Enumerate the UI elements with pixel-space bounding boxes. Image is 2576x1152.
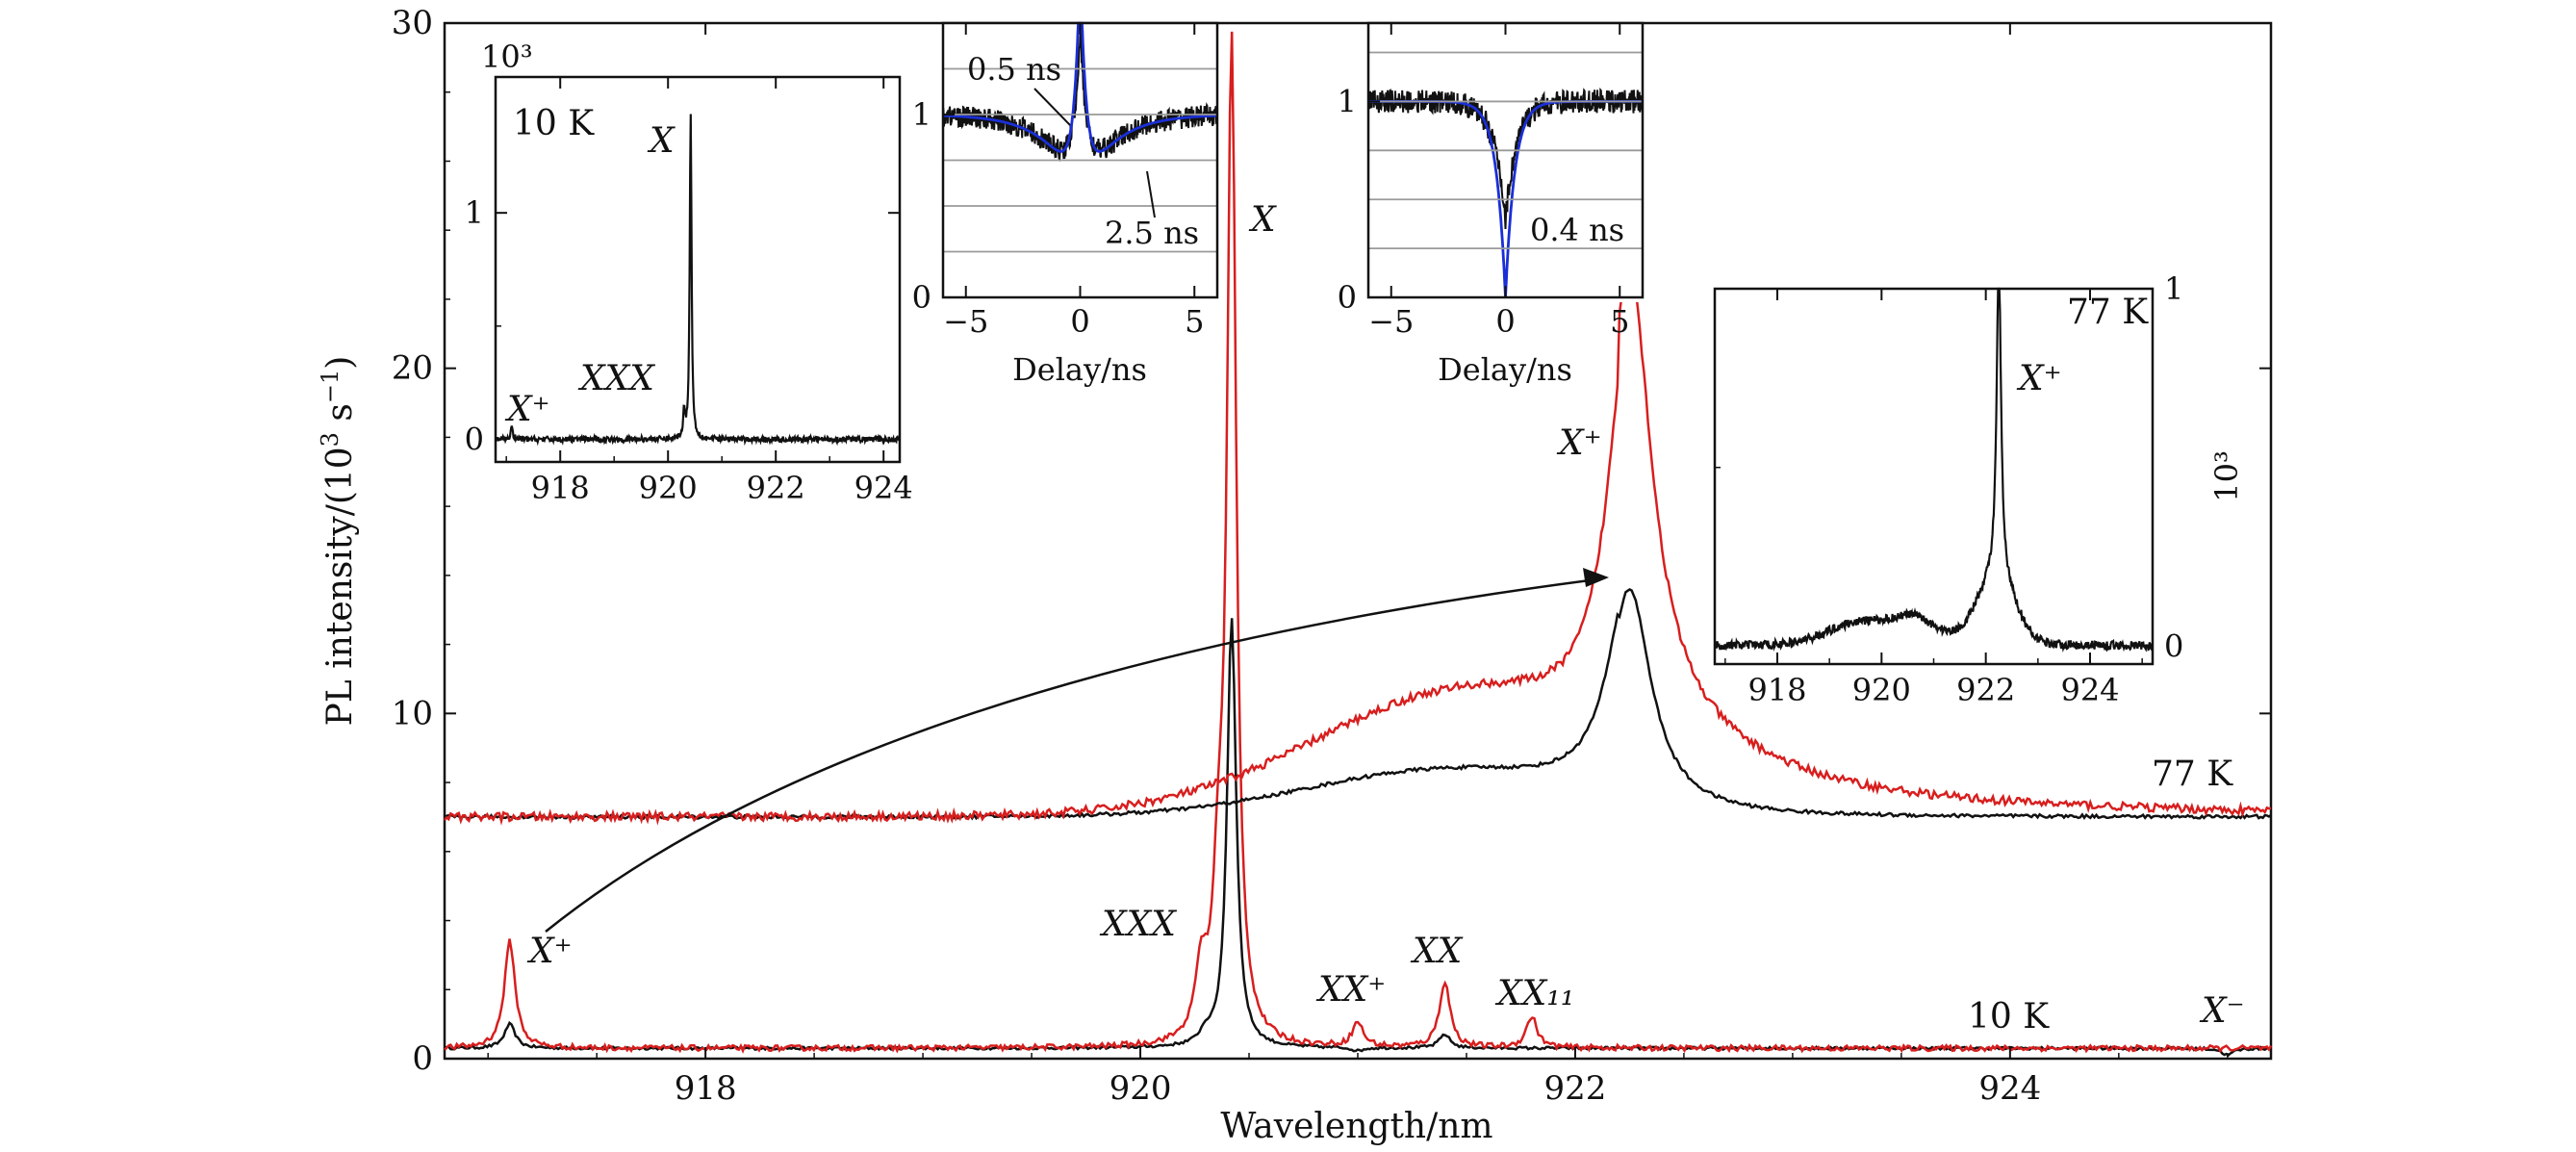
- inset3-xlabel: Delay/ns: [1438, 351, 1572, 388]
- annot-x-minus: X⁻: [2199, 991, 2245, 1031]
- series-77k-red: [444, 266, 2272, 826]
- x-tick-label: 5: [1610, 303, 1629, 340]
- inset-g2-frame-1: [941, 21, 1219, 299]
- y-tick-label: 0: [1338, 279, 1357, 316]
- inset3-annot-a: 0.4 ns: [1530, 212, 1624, 248]
- inset-10k-x: X: [647, 121, 676, 161]
- y-axis-label: PL intensity/(103 s−1): [317, 356, 360, 727]
- inset-g2-bunching: −5 0 5 0 1 Delay/ns 0.5 ns 2.5 ns: [912, 21, 1219, 388]
- inset2-leader-a: [1033, 88, 1071, 126]
- inset-77k-ylabel: 10³: [2208, 450, 2245, 502]
- inset-10k-spectrum: 918 920 922 924 0 1 10³ 10 K X XXX X⁺: [465, 38, 913, 506]
- arrow-x-plus: [545, 577, 1598, 933]
- arrow-head: [1583, 568, 1609, 587]
- inset-10k-frame: [494, 75, 902, 464]
- x-tick-label: 918: [675, 1069, 737, 1108]
- inset-10k-xxx: XXX: [577, 359, 655, 398]
- annot-x-plus: X⁺: [526, 932, 573, 971]
- y-tick-label: 0: [465, 421, 484, 457]
- inset-77k-spectrum: 918 920 922 924 0 1 77 K X⁺ 10³: [1713, 270, 2245, 708]
- x-tick-label: 920: [1109, 1069, 1172, 1108]
- x-tick-label: 918: [531, 470, 590, 506]
- inset2-annot-a: 0.5 ns: [967, 51, 1061, 88]
- inset-10k-temp: 10 K: [513, 104, 595, 143]
- x-tick-label: −5: [1368, 303, 1414, 340]
- x-tick-label: 0: [1070, 303, 1089, 340]
- x-tick-label: 918: [1747, 672, 1806, 708]
- annot-x: X: [1248, 200, 1277, 240]
- y-tick-label: 0: [912, 279, 931, 316]
- y-tick-label: 1: [912, 96, 931, 133]
- inset2-leader-b: [1146, 170, 1156, 218]
- inset-77k-frame: [1713, 287, 2155, 666]
- annot-xxx: XXX: [1099, 905, 1177, 944]
- x-tick-label: 5: [1185, 303, 1204, 340]
- inset-10k-multiplier: 10³: [481, 38, 533, 75]
- inset-g2-antibunching: −5 0 5 0 1 Delay/ns 0.4 ns: [1338, 21, 1645, 388]
- y-tick-label: 10: [392, 694, 433, 732]
- y-tick-label: 0: [412, 1039, 433, 1078]
- annot-xx: XX: [1410, 932, 1464, 971]
- x-tick-label: 924: [2060, 672, 2119, 708]
- series-10k-red: [444, 31, 2273, 1055]
- y-tick-label: 1: [1338, 83, 1357, 119]
- annot-xx11: XX₁₁: [1494, 974, 1574, 1013]
- annot-xx-plus: XX⁺: [1315, 970, 1386, 1010]
- annot-10k: 10 K: [1968, 997, 2050, 1037]
- x-tick-label: 920: [1852, 672, 1911, 708]
- y-tick-label: 1: [465, 194, 484, 231]
- y-tick-label: 20: [392, 349, 433, 388]
- inset2-annot-b: 2.5 ns: [1105, 215, 1199, 251]
- x-tick-label: 924: [854, 470, 913, 506]
- annot-x-plus-77: X⁺: [1556, 423, 1602, 463]
- inset-77k-temp: 77 K: [2067, 293, 2149, 332]
- x-tick-label: 922: [1543, 1069, 1606, 1108]
- inset-77k-series: [1714, 287, 2155, 653]
- inset-10k-x-plus: X⁺: [504, 390, 550, 429]
- x-tick-label: −5: [943, 303, 988, 340]
- y-tick-label: 30: [392, 4, 433, 42]
- x-tick-label: 924: [1978, 1069, 2041, 1108]
- x-axis-label: Wavelength/nm: [1220, 1107, 1492, 1146]
- g2-data: [942, 31, 1218, 163]
- x-tick-label: 922: [747, 470, 805, 506]
- inset-77k-x-plus: X⁺: [2016, 359, 2062, 398]
- inset-10k-series: [494, 114, 901, 447]
- inset-g2-frame-2: [1366, 21, 1645, 299]
- x-tick-label: 920: [639, 470, 698, 506]
- annot-77k: 77 K: [2152, 755, 2233, 794]
- x-tick-label: 0: [1495, 303, 1515, 340]
- main-series: [444, 31, 2273, 1057]
- inset2-xlabel: Delay/ns: [1012, 351, 1147, 388]
- g2-data: [1367, 87, 1644, 230]
- y-tick-label: 1: [2164, 270, 2183, 307]
- x-tick-label: 922: [1956, 672, 2015, 708]
- y-tick-label: 0: [2164, 627, 2183, 664]
